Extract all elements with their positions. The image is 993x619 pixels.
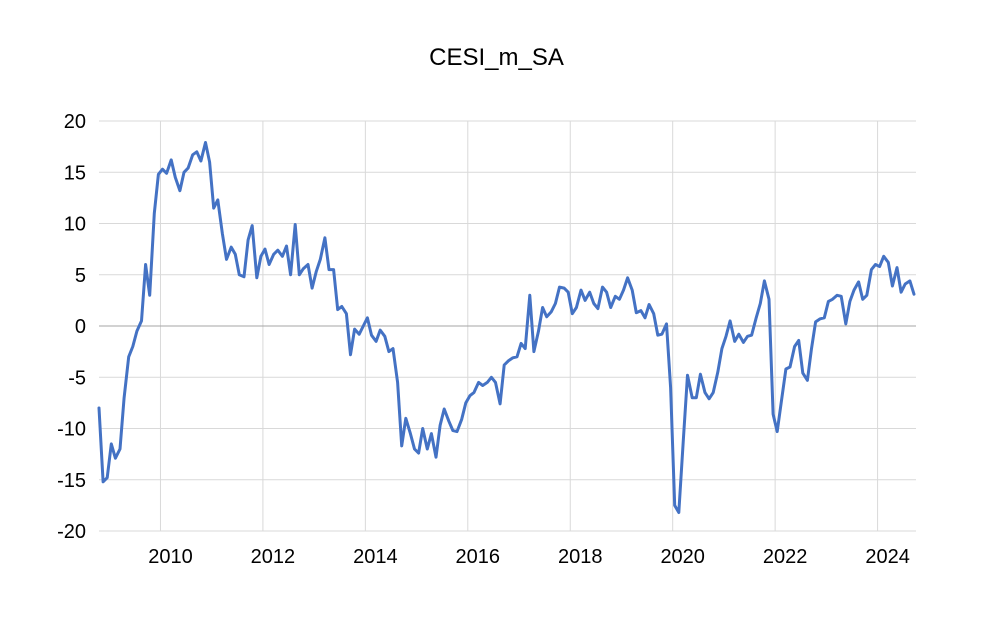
- series-line: [97, 141, 916, 514]
- chart-title: CESI_m_SA: [429, 44, 564, 71]
- y-tick-label: -20: [57, 521, 86, 543]
- x-tick-label: 2022: [763, 546, 808, 568]
- y-tick-label: -15: [57, 470, 86, 492]
- x-tick-label: 2010: [148, 546, 193, 568]
- x-tick-label: 2018: [558, 546, 603, 568]
- y-tick-label: 20: [64, 111, 86, 133]
- x-tick-label: 2012: [251, 546, 296, 568]
- y-tick-label: 10: [64, 214, 86, 236]
- x-tick-label: 2024: [865, 546, 910, 568]
- x-tick-label: 2016: [456, 546, 501, 568]
- y-tick-label: -10: [57, 419, 86, 441]
- y-tick-label: 15: [64, 162, 86, 184]
- x-tick-label: 2020: [660, 546, 705, 568]
- x-tick-label: 2014: [353, 546, 398, 568]
- y-tick-label: -5: [68, 367, 86, 389]
- y-tick-label: 5: [75, 265, 86, 287]
- y-tick-label: 0: [75, 316, 86, 338]
